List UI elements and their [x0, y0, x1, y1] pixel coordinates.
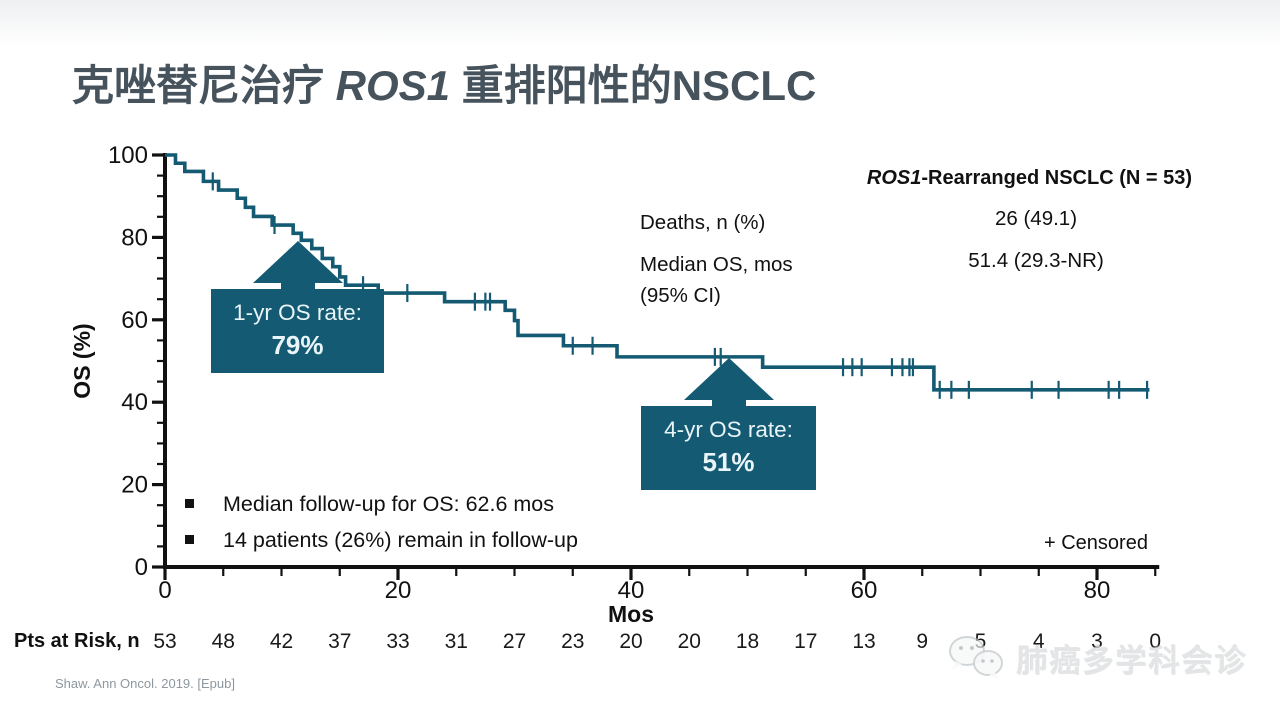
x-tick-label: 40: [618, 577, 645, 604]
risk-count: 5: [974, 630, 987, 653]
risk-count: 31: [444, 630, 468, 653]
callout-label: 1-yr OS rate:: [233, 300, 362, 325]
page-title: 克唑替尼治疗 ROS1 重排阳性的NSCLC: [72, 52, 816, 113]
risk-count: 42: [269, 630, 294, 653]
risk-count: 27: [502, 630, 527, 653]
callout-value: 51%: [702, 447, 755, 477]
stats-label-median-os: Median OS, mos (95% CI): [640, 249, 793, 311]
y-tick-label: 20: [121, 472, 148, 499]
risk-count: 33: [386, 630, 410, 653]
x-tick-label: 20: [385, 577, 412, 604]
risk-count: 0: [1149, 630, 1162, 653]
stats-table-header: ROS1-Rearranged NSCLC (N = 53): [836, 167, 1192, 190]
y-tick-label: 0: [135, 554, 148, 581]
callout-1yr-os-rate: 1-yr OS rate: 79%: [211, 241, 384, 373]
risk-count: 23: [561, 630, 585, 653]
y-tick-label: 100: [108, 142, 148, 169]
callout-label: 4-yr OS rate:: [664, 417, 793, 442]
risk-count: 13: [852, 630, 876, 653]
y-axis-label: OS (%): [69, 323, 95, 398]
censored-legend: + Censored: [1044, 532, 1148, 554]
x-tick-label: 0: [158, 577, 171, 604]
bullet-text: 14 patients (26%) remain in follow-up: [223, 528, 578, 552]
callout-box: 4-yr OS rate: 51%: [641, 406, 816, 490]
x-axis-label: Mos: [608, 601, 654, 627]
y-tick-label: 60: [121, 307, 148, 334]
y-tick-label: 80: [121, 224, 148, 251]
risk-count: 4: [1032, 630, 1045, 653]
stats-header-rest: -Rearranged NSCLC (N = 53): [921, 167, 1192, 189]
up-arrow-icon: [683, 358, 774, 400]
x-tick-label: 60: [851, 577, 878, 604]
title-gene-italic: ROS1: [335, 62, 451, 109]
title-prefix: 克唑替尼治疗: [72, 62, 336, 109]
risk-count: 48: [211, 630, 235, 653]
risk-count: 37: [328, 630, 352, 653]
stats-label-deaths: Deaths, n (%): [640, 207, 765, 238]
bullet-text: Median follow-up for OS: 62.6 mos: [223, 492, 555, 516]
bullet-item: 14 patients (26%) remain in follow-up: [185, 528, 578, 553]
stats-label-text2: (95% CI): [640, 284, 721, 307]
square-bullet-icon: [185, 534, 194, 544]
y-tick-label: 40: [121, 389, 148, 416]
x-tick-label: 80: [1084, 577, 1111, 604]
risk-count: 53: [153, 630, 177, 653]
up-arrow-stem: [280, 282, 315, 290]
bullet-item: Median follow-up for OS: 62.6 mos: [185, 492, 554, 517]
risk-count: 20: [619, 630, 643, 653]
risk-count: 9: [916, 630, 929, 653]
callout-box: 1-yr OS rate: 79%: [211, 289, 384, 373]
up-arrow-stem: [711, 399, 746, 407]
citation: Shaw. Ann Oncol. 2019. [Epub]: [55, 676, 235, 691]
up-arrow-icon: [252, 241, 343, 283]
risk-count: 18: [735, 630, 760, 653]
callout-4yr-os-rate: 4-yr OS rate: 51%: [641, 358, 816, 490]
stats-label-text: Deaths, n (%): [640, 211, 766, 234]
risk-count: 3: [1091, 630, 1103, 653]
stats-value-median-os: 51.4 (29.3-NR): [968, 249, 1104, 272]
risk-count: 20: [677, 630, 701, 653]
callout-value: 79%: [271, 330, 324, 360]
square-bullet-icon: [185, 498, 194, 508]
pts-at-risk-label: Pts at Risk, n: [14, 630, 140, 652]
stats-label-text: Median OS, mos: [640, 253, 793, 276]
title-suffix: 重排阳性的NSCLC: [450, 62, 817, 109]
stats-value-deaths: 26 (49.1): [994, 207, 1078, 230]
stats-header-gene: ROS1: [866, 167, 922, 189]
risk-count: 17: [794, 630, 818, 653]
